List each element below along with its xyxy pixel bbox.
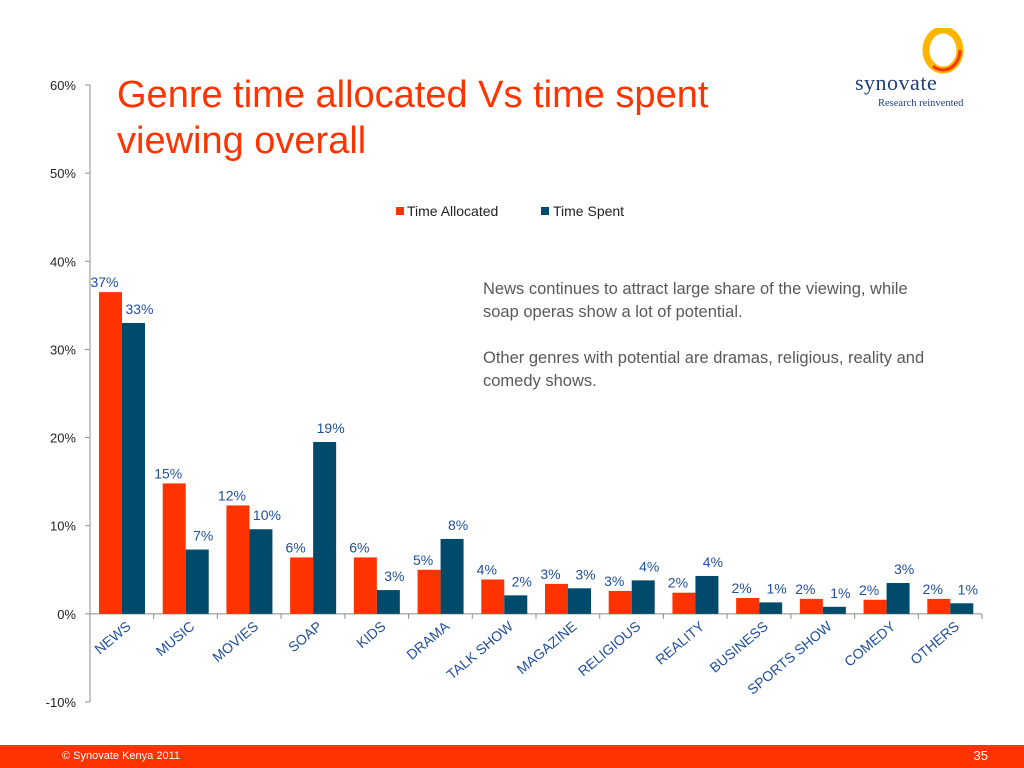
bar-allocated	[799, 598, 823, 614]
slide-title: Genre time allocated Vs time spent viewi…	[117, 74, 709, 162]
data-label: 37%	[90, 274, 118, 290]
data-label: 2%	[512, 573, 532, 589]
data-label: 6%	[349, 539, 369, 555]
bar-allocated	[99, 292, 122, 614]
data-label: 2%	[923, 581, 943, 597]
bar-allocated	[226, 505, 250, 614]
bar-spent	[504, 595, 528, 614]
bar-allocated	[417, 569, 441, 614]
bar-allocated	[481, 579, 505, 614]
data-label: 4%	[477, 561, 497, 577]
category-label: MOVIES	[209, 618, 261, 665]
bar-allocated	[608, 590, 632, 614]
data-label: 33%	[125, 301, 153, 317]
bar-spent	[185, 549, 209, 614]
y-tick-label: 0%	[57, 607, 76, 622]
bar-spent	[249, 529, 273, 614]
legend-swatch-allocated	[396, 207, 404, 215]
data-label: 7%	[193, 528, 213, 544]
bar-chart: -10% 0% 10% 20% 30% 40% 50% 60% 37% 33% NEWS 15% 7% M…	[46, 78, 983, 710]
data-label: 2%	[732, 580, 752, 596]
data-label: 3%	[604, 573, 624, 589]
bar-allocated	[290, 557, 314, 614]
logo-name: synovate	[855, 70, 938, 95]
bar-allocated	[927, 598, 951, 614]
category-label: BUSINESS	[706, 618, 771, 676]
category-label: RELIGIOUS	[575, 618, 644, 679]
data-label: 2%	[859, 582, 879, 598]
data-label: 1%	[830, 585, 850, 601]
logo-ring-icon	[922, 28, 964, 74]
y-tick-label: -10%	[46, 695, 77, 710]
data-label: 2%	[795, 581, 815, 597]
data-label: 19%	[317, 420, 345, 436]
bar-spent	[695, 575, 719, 614]
y-tick-label: 30%	[50, 342, 76, 357]
bar-spent	[122, 322, 145, 614]
y-tick-label: 10%	[50, 519, 76, 534]
data-label: 4%	[639, 558, 659, 574]
commentary-text: News continues to attract large share of…	[483, 278, 943, 416]
commentary-paragraph-2: Other genres with potential are dramas, …	[483, 349, 925, 390]
legend-label-allocated: Time Allocated	[407, 203, 498, 219]
category-label: MAGAZINE	[513, 618, 579, 677]
data-label: 3%	[894, 561, 914, 577]
y-tick-label: 60%	[50, 78, 76, 93]
data-label: 8%	[448, 517, 468, 533]
data-label: 10%	[253, 507, 281, 523]
bar-allocated	[736, 597, 760, 614]
legend-swatch-spent	[541, 207, 549, 215]
data-label: 5%	[413, 552, 433, 568]
data-label: 15%	[154, 465, 182, 481]
bar-spent	[822, 606, 846, 614]
data-label: 1%	[767, 580, 787, 596]
bar-allocated	[353, 557, 377, 614]
logo-tagline: Research reinvented	[878, 98, 964, 109]
category-label: SOAP	[285, 618, 325, 655]
category-label: KIDS	[353, 618, 388, 651]
bar-spent	[759, 602, 783, 614]
data-label: 4%	[703, 554, 723, 570]
synovate-logo: synovate Research reinvented	[850, 28, 990, 118]
category-label: REALITY	[652, 617, 707, 667]
category-label: OTHERS	[907, 618, 962, 668]
data-label: 12%	[218, 487, 246, 503]
bar-allocated	[545, 583, 568, 614]
page-number: 35	[973, 748, 988, 763]
y-tick-label: 50%	[50, 166, 76, 181]
bar-spent	[886, 583, 910, 614]
legend-label-spent: Time Spent	[553, 203, 624, 219]
data-label: 6%	[286, 539, 306, 555]
data-label: 3%	[540, 566, 560, 582]
bar-spent	[950, 603, 974, 614]
commentary-paragraph-1: News continues to attract large share of…	[483, 280, 908, 321]
y-tick-label: 20%	[50, 431, 76, 446]
y-tick-label: 40%	[50, 254, 76, 269]
bar-allocated	[863, 599, 887, 614]
bar-allocated	[672, 592, 696, 614]
category-label: MUSIC	[153, 618, 198, 659]
category-label: DRAMA	[403, 617, 453, 662]
category-label: NEWS	[91, 618, 133, 657]
copyright-text: © Synovate Kenya 2011	[62, 750, 180, 762]
category-label: TALK SHOW	[443, 617, 516, 682]
category-label: COMEDY	[841, 617, 899, 669]
data-label: 3%	[384, 568, 404, 584]
bar-spent	[376, 590, 400, 614]
bar-spent	[631, 580, 655, 614]
bar-spent	[313, 441, 337, 614]
data-label: 2%	[668, 575, 688, 591]
data-label: 1%	[958, 581, 978, 597]
bar-allocated	[162, 483, 186, 614]
footer-bar: © Synovate Kenya 2011 35	[0, 745, 1024, 768]
data-label: 3%	[575, 566, 595, 582]
bar-spent	[568, 588, 591, 614]
bar-spent	[440, 538, 464, 614]
